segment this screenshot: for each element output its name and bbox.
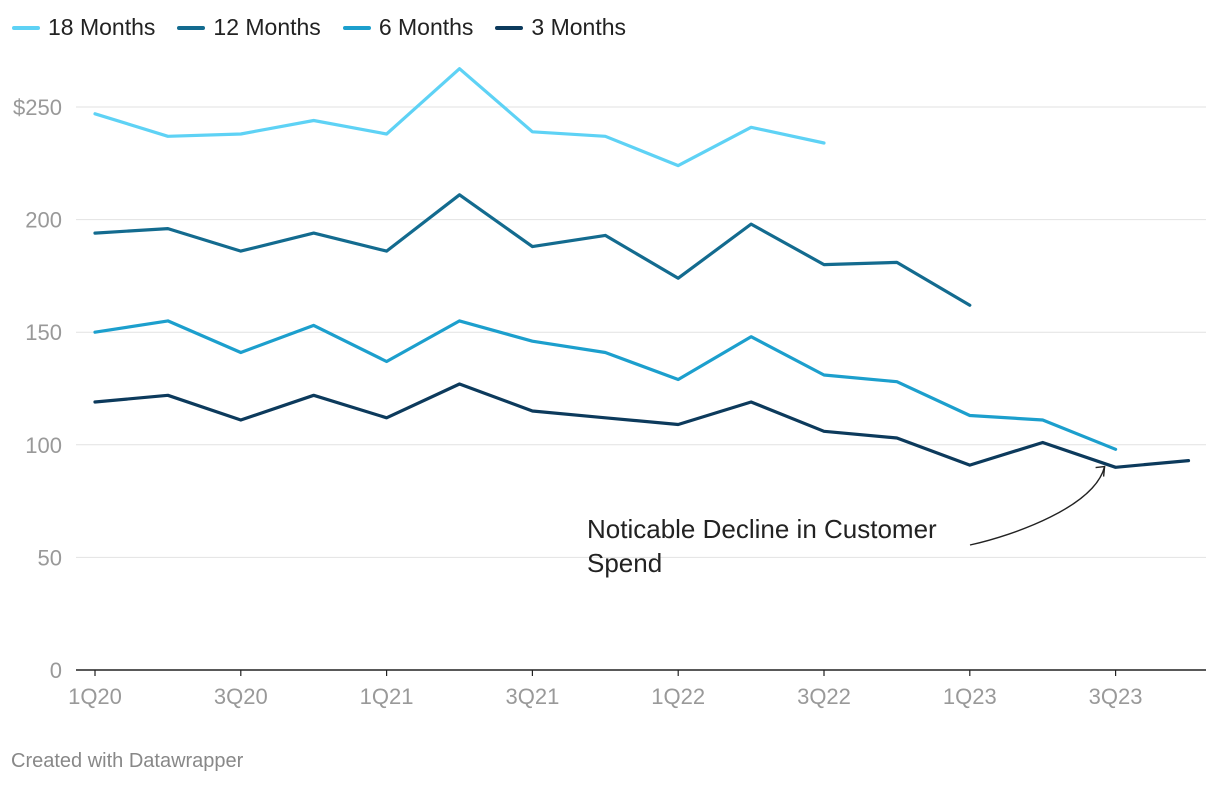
annotation-text: Noticable Decline in Customer [587, 514, 937, 544]
series-line [93, 382, 1191, 469]
x-tick-label: 1Q20 [68, 684, 122, 709]
series-line [93, 319, 1118, 451]
legend-swatch [342, 25, 371, 30]
legend-item: 12 Months [177, 14, 321, 41]
x-tick-label: 1Q21 [360, 684, 414, 709]
y-tick-label: 50 [38, 545, 62, 570]
annotation-text: Spend [587, 548, 662, 578]
legend-item: 6 Months [342, 14, 474, 41]
y-tick-label: 100 [25, 433, 62, 458]
legend-label: 12 Months [213, 14, 321, 40]
x-tick-label: 3Q23 [1089, 684, 1143, 709]
annotation-layer: Noticable Decline in Customer Spend [587, 465, 1106, 578]
x-tick-label: 3Q20 [214, 684, 268, 709]
series-line [93, 193, 972, 307]
legend-label: 6 Months [378, 14, 474, 40]
legend-swatch [12, 25, 40, 30]
x-tick-label: 1Q23 [943, 684, 997, 709]
series-line [93, 67, 826, 168]
legend-swatch [177, 25, 206, 30]
legend-item: 18 Months [12, 14, 155, 41]
chart-legend: 18 Months 12 Months 6 Months 3 Months [12, 14, 626, 41]
y-tick-label: 0 [50, 658, 62, 683]
legend-label: 18 Months [48, 14, 156, 40]
x-tick-label: 3Q22 [797, 684, 851, 709]
x-tick-label: 3Q21 [505, 684, 559, 709]
footer-credit: Created with Datawrapper [11, 750, 244, 772]
grid-layer: 0 50 100 150 200 $250 1Q20 3Q20 1Q21 3Q21 1Q22 3Q22… [13, 95, 1206, 709]
x-tick-label: 1Q22 [651, 684, 705, 709]
legend-swatch [495, 25, 524, 30]
y-tick-label: $250 [13, 95, 62, 120]
y-tick-label: 150 [25, 320, 62, 345]
annotation-arrow [969, 466, 1106, 546]
arrow-head [1095, 465, 1106, 477]
y-tick-label: 200 [25, 208, 62, 233]
legend-item: 3 Months [495, 14, 626, 41]
series-layer [93, 67, 1191, 469]
legend-label: 3 Months [531, 14, 627, 40]
